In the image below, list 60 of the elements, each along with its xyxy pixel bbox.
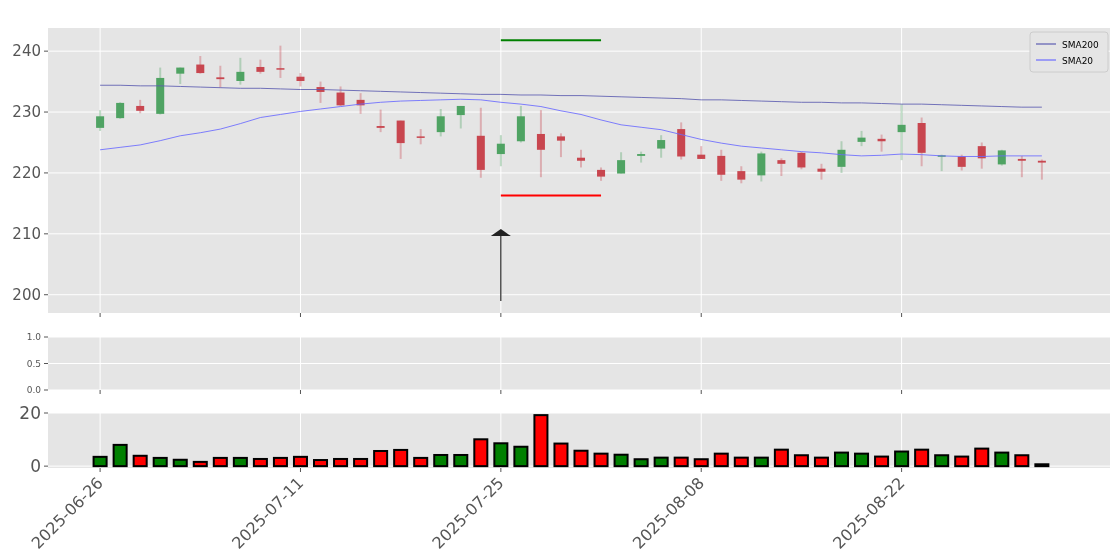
bar bbox=[272, 456, 288, 468]
bar bbox=[974, 447, 990, 468]
bar bbox=[653, 456, 669, 468]
bar bbox=[393, 448, 409, 468]
y-tick-label: 0 bbox=[30, 456, 41, 477]
bar bbox=[593, 452, 609, 468]
bar bbox=[152, 456, 168, 468]
bar bbox=[413, 456, 429, 468]
bar bbox=[553, 442, 569, 468]
line-series bbox=[99, 84, 1043, 108]
y-tick-label: 210 bbox=[12, 225, 41, 244]
bar bbox=[934, 454, 950, 468]
bar bbox=[493, 442, 509, 468]
bar bbox=[92, 455, 108, 468]
y-tick-label: 0.5 bbox=[26, 358, 41, 369]
bar bbox=[212, 456, 228, 468]
bar bbox=[894, 450, 910, 468]
bar bbox=[292, 455, 308, 468]
legend-label: SMA20 bbox=[1062, 55, 1094, 66]
bar bbox=[232, 456, 248, 468]
bar bbox=[473, 438, 489, 468]
y-tick-label: 1.0 bbox=[26, 332, 42, 343]
bar bbox=[313, 459, 329, 468]
bar bbox=[954, 455, 970, 468]
bar bbox=[353, 457, 369, 468]
y-tick-label: 200 bbox=[12, 285, 41, 304]
bar bbox=[833, 451, 850, 468]
bar bbox=[733, 456, 749, 468]
y-tick-label: 20 bbox=[19, 402, 41, 423]
bar bbox=[874, 455, 890, 468]
bar bbox=[252, 457, 268, 468]
bar bbox=[793, 454, 809, 468]
legend-label: SMA200 bbox=[1062, 39, 1100, 50]
bar bbox=[633, 458, 649, 468]
bar bbox=[373, 450, 389, 468]
bar bbox=[673, 456, 689, 468]
bar bbox=[172, 458, 188, 468]
y-tick-label: 230 bbox=[12, 103, 41, 122]
bar bbox=[513, 445, 529, 468]
y-tick-label: 0.0 bbox=[26, 385, 42, 396]
bar bbox=[914, 448, 930, 468]
bar bbox=[773, 448, 789, 468]
bar bbox=[573, 449, 589, 468]
bar bbox=[333, 457, 349, 468]
bar bbox=[132, 454, 148, 468]
bar bbox=[854, 452, 870, 468]
bar bbox=[192, 460, 208, 468]
bar bbox=[533, 414, 549, 468]
bar bbox=[813, 456, 829, 468]
y-tick-label: 240 bbox=[12, 42, 41, 61]
y-tick-label: 220 bbox=[12, 164, 41, 183]
bar bbox=[693, 458, 709, 468]
bar bbox=[994, 451, 1010, 468]
bar bbox=[112, 443, 128, 468]
bar bbox=[1014, 454, 1030, 468]
bar bbox=[453, 453, 469, 468]
bar bbox=[713, 452, 729, 468]
bar bbox=[753, 456, 769, 468]
bar bbox=[613, 453, 629, 468]
bar bbox=[433, 453, 449, 468]
